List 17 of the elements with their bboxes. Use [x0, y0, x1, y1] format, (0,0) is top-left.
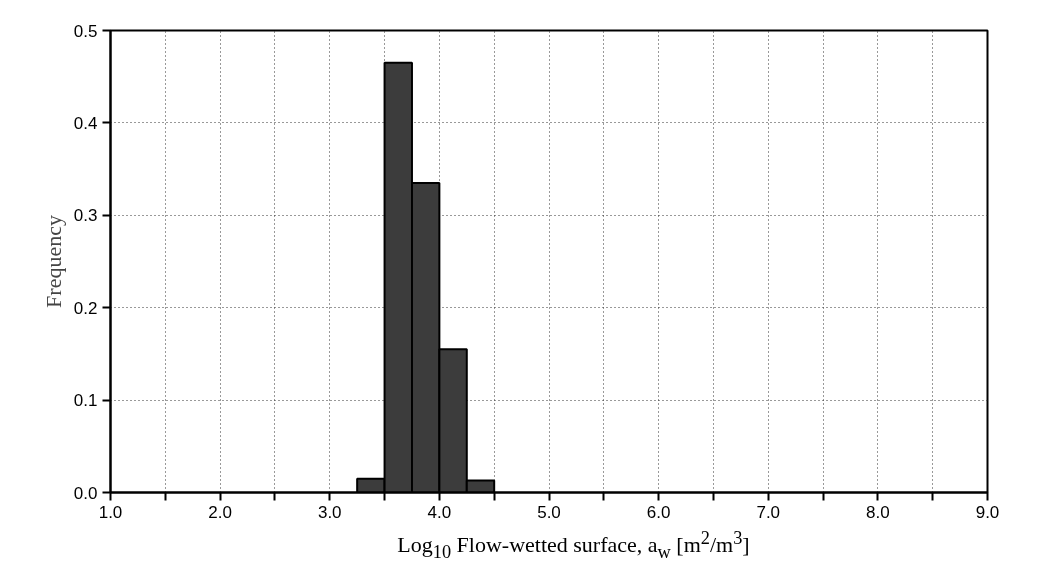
y-tick-label: 0.0 [73, 483, 98, 503]
y-tick-label: 0.2 [73, 298, 98, 318]
x-tick-label: 3.0 [317, 502, 342, 522]
y-tick-label: 0.1 [73, 391, 98, 411]
x-tick-label: 1.0 [98, 502, 123, 522]
x-tick-label: 7.0 [756, 502, 781, 522]
y-tick-label: 0.3 [73, 206, 98, 226]
y-axis-title: Frequency [40, 215, 66, 308]
x-tick-label: 5.0 [537, 502, 561, 522]
text: Log$_{10}$ Flow-wetted surface, a$_{w}$ [m$^{2}$/m$^{3}$] [397, 528, 750, 562]
y-tick-label: 0.5 [73, 21, 98, 41]
x-tick-label: 2.0 [208, 502, 232, 522]
x-tick-label: 4.0 [427, 502, 452, 522]
x-tick-label: 6.0 [646, 502, 671, 522]
x-tick-label: 8.0 [866, 502, 890, 522]
x-tick-label: 9.0 [975, 502, 1000, 522]
y-tick-label: 0.4 [73, 113, 98, 133]
